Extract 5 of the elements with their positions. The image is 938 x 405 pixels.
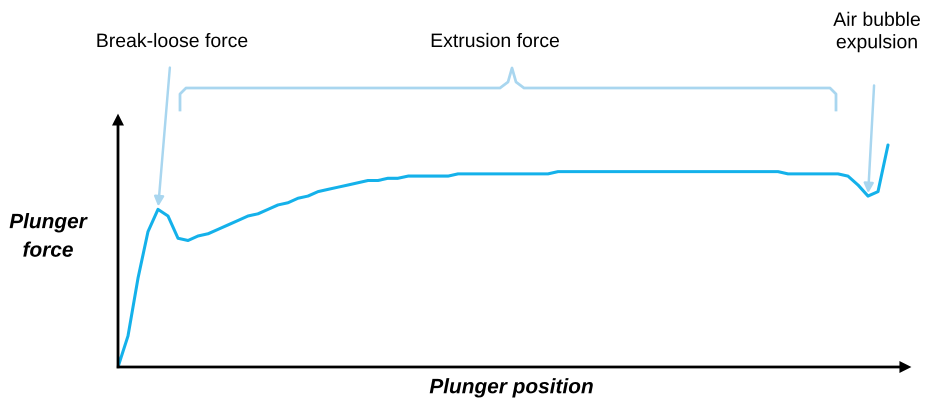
text: Extrusion force — [432, 32, 559, 48]
text: Break-loose force — [97, 32, 248, 48]
x-axis-title: Plunger position — [430, 378, 593, 398]
y-axis-title: Plunger force — [10, 213, 88, 257]
text: Air bubble expulsion — [833, 12, 920, 52]
